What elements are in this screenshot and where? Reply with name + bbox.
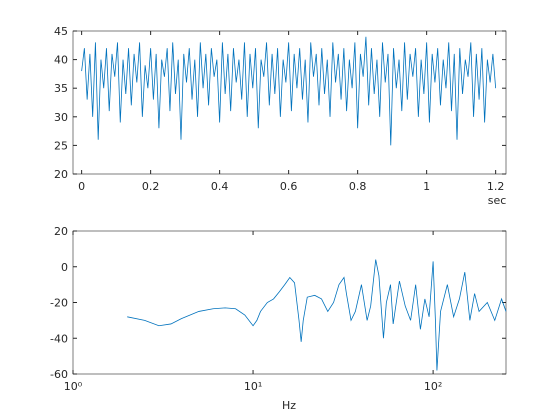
x-tick-label: 1 — [423, 180, 430, 193]
data-line — [127, 259, 507, 371]
x-axis-label: Hz — [282, 399, 296, 412]
data-line — [81, 36, 497, 146]
y-tick-label: -20 — [50, 297, 68, 310]
x-tick-label: 0.6 — [280, 180, 298, 193]
y-tick-label: 30 — [54, 111, 68, 124]
y-tick-label: 45 — [54, 25, 68, 38]
y-tick-label: -60 — [50, 368, 68, 381]
y-tick-label: 20 — [54, 225, 68, 238]
y-tick-label: -40 — [50, 332, 68, 345]
x-tick-label: 0.2 — [142, 180, 160, 193]
y-tick-label: 20 — [54, 168, 68, 181]
x-tick-label: 0.8 — [349, 180, 367, 193]
y-tick-label: 35 — [54, 82, 68, 95]
x-tick-label: 1.2 — [487, 180, 505, 193]
y-tick-label: 0 — [61, 261, 68, 274]
x-tick-label: 0 — [78, 180, 85, 193]
x-tick-label: 10² — [424, 380, 442, 393]
x-tick-label: 0.4 — [211, 180, 229, 193]
y-tick-label: 40 — [54, 54, 68, 67]
x-axis-label: sec — [488, 194, 507, 207]
x-tick-label: 10¹ — [244, 380, 262, 393]
x-tick-label: 10⁰ — [64, 380, 83, 393]
axes-box — [72, 30, 507, 175]
y-tick-label: 25 — [54, 139, 68, 152]
axes-box — [72, 230, 507, 375]
